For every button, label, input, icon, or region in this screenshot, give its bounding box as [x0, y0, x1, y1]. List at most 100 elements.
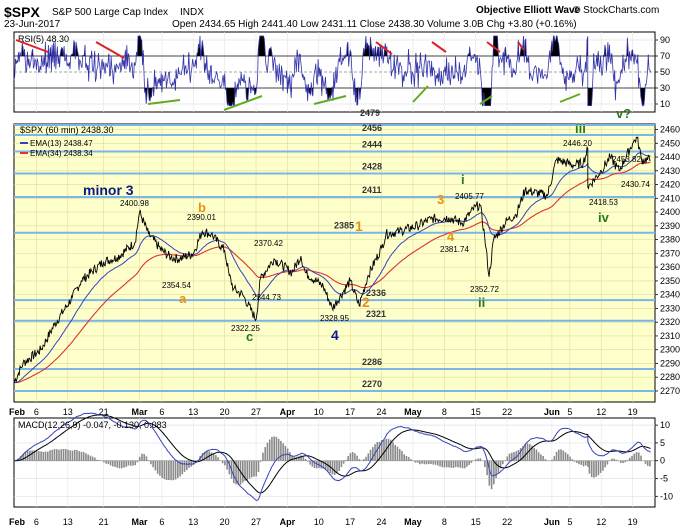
macd-histogram-bar [528, 444, 531, 461]
price-annotation: 2354.54 [162, 281, 191, 290]
macd-histogram-bar [98, 460, 101, 461]
rsi-divergence-line [15, 39, 49, 53]
x-axis-label: 6 [34, 517, 39, 527]
macd-histogram-bar [622, 460, 624, 463]
rsi-divergence-line [517, 41, 525, 51]
macd-histogram-bar [602, 460, 604, 471]
macd-histogram-bar [443, 460, 446, 468]
macd-histogram-bar [376, 442, 379, 461]
macd-histogram-bar [24, 452, 27, 461]
macd-histogram-bar [493, 460, 495, 485]
macd-histogram-bar [620, 460, 622, 463]
macd-histogram-bar [477, 458, 479, 461]
x-axis-label: 24 [377, 407, 387, 417]
price-tick-label: 2350 [660, 276, 680, 286]
macd-histogram-bar [340, 460, 343, 468]
macd-histogram-bar [508, 453, 511, 461]
x-axis-label: Jun [544, 407, 560, 417]
rsi-divergence-line [313, 95, 347, 105]
price-annotation: 2453.82 [612, 155, 641, 164]
level-label: 2270 [362, 379, 382, 389]
macd-histogram-bar [177, 460, 179, 478]
macd-histogram-bar [55, 449, 58, 461]
macd-histogram-bar [94, 457, 96, 461]
macd-histogram-bar [324, 460, 327, 470]
macd-histogram-bar [535, 449, 538, 461]
rsi-tick-label: 30 [660, 83, 670, 93]
macd-histogram-bar [203, 451, 206, 461]
macd-histogram-bar [351, 451, 354, 461]
macd-histogram-bar [419, 460, 421, 465]
macd-histogram-bar [544, 459, 547, 461]
macd-histogram-bar [181, 460, 184, 475]
macd-histogram-bar [103, 460, 105, 463]
x-axis-label: 8 [442, 517, 447, 527]
price-tick-label: 2460 [660, 125, 680, 135]
index-name: S&P 500 Large Cap Index [52, 7, 169, 18]
x-axis-label: 10 [314, 517, 324, 527]
macd-histogram-bar [248, 460, 251, 479]
macd-histogram-bar [259, 460, 262, 462]
macd-histogram-bar [569, 456, 571, 461]
macd-histogram-bar [123, 460, 125, 468]
wave-label: a [179, 291, 187, 306]
wave-label: 4 [447, 229, 455, 244]
macd-histogram-bar [78, 451, 80, 461]
macd-histogram-bar [322, 460, 325, 469]
macd-histogram-bar [475, 459, 477, 461]
macd-histogram-bar [183, 460, 186, 472]
macd-histogram-bar [125, 460, 128, 467]
macd-histogram-bar [423, 460, 426, 465]
price-annotation: 2400.98 [120, 199, 149, 208]
macd-histogram-bar [179, 460, 181, 477]
wave-label: 1 [355, 218, 363, 234]
macd-histogram-bar [486, 460, 488, 476]
macd-histogram-bar [268, 439, 271, 461]
macd-histogram-bar [112, 460, 114, 467]
macd-histogram-bar [69, 450, 72, 461]
macd-histogram-bar [273, 436, 275, 461]
macd-histogram-bar [506, 456, 509, 461]
macd-histogram-bar [300, 455, 302, 461]
macd-histogram-bar [38, 451, 40, 461]
macd-histogram-bar [414, 460, 417, 463]
macd-histogram-bar [363, 459, 365, 461]
macd-histogram-bar [215, 455, 217, 461]
macd-histogram-bar [383, 439, 385, 461]
x-axis-label: 8 [442, 407, 447, 417]
x-axis-label: May [404, 407, 422, 417]
rsi-divergence-line [95, 41, 125, 59]
rsi-divergence-line [486, 41, 501, 53]
macd-histogram-bar [114, 460, 116, 467]
macd-histogram-bar [416, 460, 419, 463]
rsi-tick-label: 10 [660, 99, 670, 109]
macd-histogram-bar [212, 453, 215, 461]
macd-histogram-bar [588, 460, 591, 474]
macd-histogram-bar [253, 460, 255, 477]
macd-histogram-bar [425, 460, 428, 465]
macd-histogram-bar [331, 460, 334, 475]
macd-histogram-bar [295, 456, 298, 461]
macd-histogram-bar [396, 446, 399, 461]
macd-histogram-bar [522, 446, 524, 461]
rsi-divergence-line [431, 41, 447, 53]
price-tick-label: 2280 [660, 372, 680, 382]
macd-histogram-bar [560, 449, 562, 461]
x-axis-label: Mar [132, 407, 149, 417]
price-tick-label: 2360 [660, 262, 680, 272]
macd-histogram-bar [524, 444, 527, 461]
macd-histogram-bar [510, 452, 513, 461]
macd-histogram-bar [515, 451, 518, 461]
macd-histogram-bar [398, 449, 401, 461]
macd-histogram-bar [147, 460, 150, 461]
price-annotation: 2328.95 [320, 314, 349, 323]
macd-histogram-bar [513, 452, 515, 461]
macd-histogram-bar [327, 460, 329, 472]
macd-histogram-bar [315, 460, 318, 469]
macd-histogram-bar [33, 450, 36, 461]
macd-histogram-bar [342, 460, 345, 464]
level-label: 2336 [366, 288, 386, 298]
macd-histogram-bar [354, 453, 356, 461]
price-tick-label: 2300 [660, 345, 680, 355]
